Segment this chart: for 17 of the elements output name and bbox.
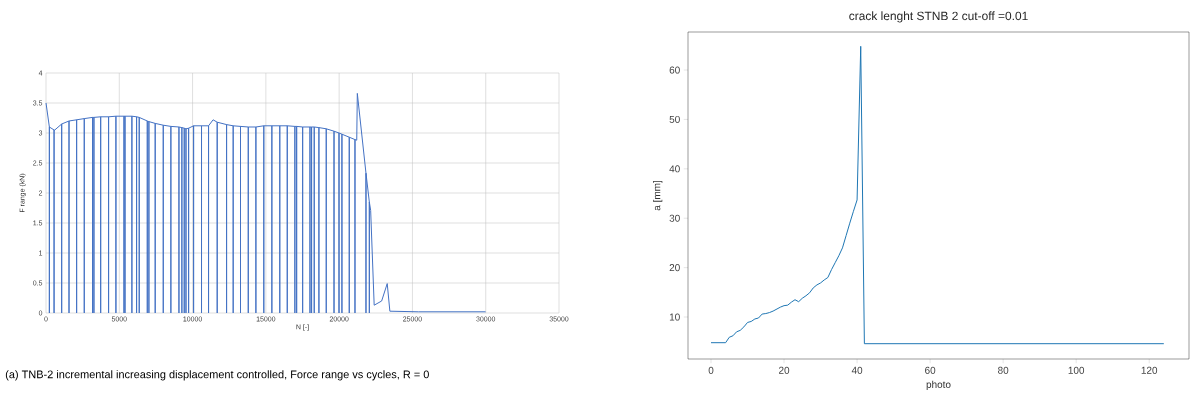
x-tick-label: 20 (779, 366, 790, 374)
x-tick-label: 0 (708, 366, 714, 374)
x-axis-title: photo (926, 380, 951, 390)
y-axis-title: a [mm] (653, 180, 663, 211)
x-tick-label: 40 (851, 366, 863, 374)
y-tick-label: 30 (669, 214, 680, 222)
y-tick-label: 40 (669, 165, 680, 173)
x-tick-label: 80 (998, 366, 1009, 374)
x-tick-label: 120 (1141, 366, 1158, 374)
chart-title: crack lenght STNB 2 cut-off =0.01 (849, 11, 1028, 23)
y-tick-label: 10 (669, 313, 680, 321)
text: (a) TNB-2 incremental increasing displacement controlled, Force range vs cycles, R = 0 (5, 370, 429, 381)
y-tick-label: 20 (669, 264, 680, 272)
y-tick-label: 60 (669, 66, 680, 74)
x-tick-label: 60 (925, 366, 936, 374)
y-tick-label: 50 (669, 115, 680, 123)
x-tick-label: 100 (1068, 366, 1085, 374)
